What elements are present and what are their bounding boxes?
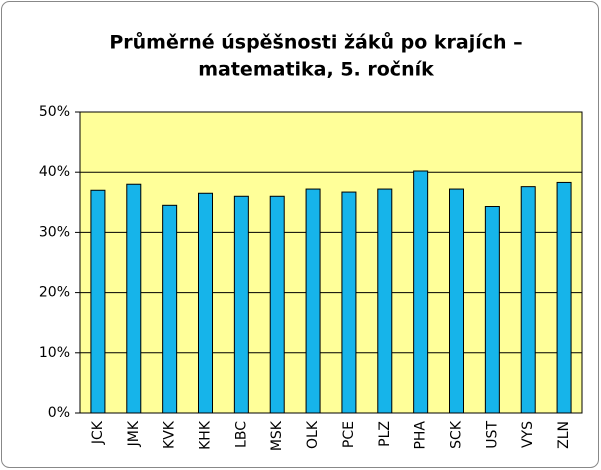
bar <box>233 195 249 414</box>
bar <box>449 188 464 414</box>
bar <box>126 183 142 414</box>
bar <box>413 170 429 414</box>
x-tick-label: OLK <box>305 420 321 449</box>
y-tick-label: 50% <box>39 104 70 120</box>
x-tick-label: MSK <box>269 420 285 451</box>
x-tick-label: JMK <box>126 420 142 447</box>
bar <box>556 181 572 414</box>
x-tick-label: VYS <box>520 421 536 448</box>
y-tick-label: 0% <box>48 405 70 421</box>
x-tick-label: ZLN <box>556 421 572 449</box>
bar <box>90 189 106 414</box>
plot-area <box>80 112 582 413</box>
x-tick-label: PCE <box>341 421 357 448</box>
bar <box>520 186 536 414</box>
chart-title: Průměrné úspěšnosti žáků po krajích – <box>109 31 522 54</box>
plot-border <box>79 111 583 414</box>
x-tick-label: SCK <box>449 420 465 449</box>
bar <box>198 192 213 414</box>
chart-title: matematika, 5. ročník <box>198 59 434 81</box>
bar <box>377 188 393 414</box>
y-tick-label: 30% <box>39 224 70 240</box>
x-tick-label: KVK <box>162 420 178 449</box>
x-tick-label: JCK <box>90 420 106 445</box>
bar <box>484 206 500 414</box>
y-tick-label: 40% <box>39 164 70 180</box>
x-tick-label: PHA <box>413 421 429 450</box>
bar <box>305 188 321 414</box>
x-tick-label: UST <box>484 421 500 449</box>
x-tick-label: LBC <box>233 421 249 448</box>
bar <box>269 195 285 414</box>
x-tick-label: KHK <box>198 420 214 450</box>
bar <box>341 191 357 414</box>
x-tick-label: PLZ <box>377 421 393 447</box>
y-tick-label: 20% <box>39 285 70 301</box>
bar <box>162 204 178 414</box>
y-tick-label: 10% <box>39 345 70 361</box>
